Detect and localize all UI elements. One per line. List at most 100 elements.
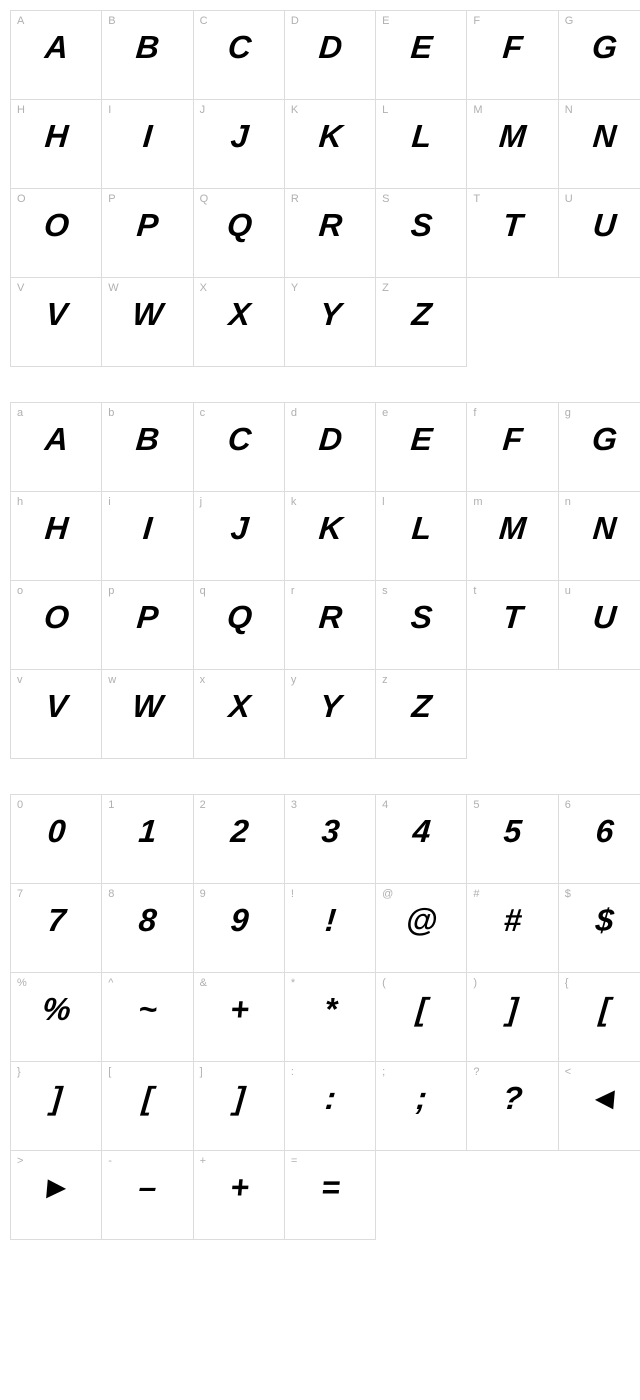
glyph-cell: ;; [376,1062,467,1151]
cell-label: = [291,1155,297,1167]
glyph-cell: nN [559,492,640,581]
glyph-cell: )] [467,973,558,1062]
cell-label: O [17,193,26,205]
cell-glyph: H [9,118,103,155]
glyph-cell [559,278,640,366]
cell-glyph: Z [375,688,469,725]
glyph-cell: 66 [559,795,640,884]
glyph-cell: WW [102,278,193,367]
cell-label: F [473,15,480,27]
cell-label: L [382,104,388,116]
cell-label: V [17,282,24,294]
glyph-cell: BB [102,11,193,100]
cell-label: Q [200,193,209,205]
glyph-cell: RR [285,189,376,278]
cell-glyph: [ [557,991,640,1028]
glyph-cell: DD [285,11,376,100]
cell-glyph: O [9,599,103,636]
cell-label: 2 [200,799,206,811]
cell-glyph: H [9,510,103,547]
cell-glyph: 1 [101,813,195,850]
cell-glyph: ► [9,1169,103,1206]
cell-glyph: 3 [283,813,377,850]
cell-label: 8 [108,888,114,900]
glyph-cell: NN [559,100,640,189]
cell-label: ? [473,1066,479,1078]
cell-label: T [473,193,480,205]
glyph-cell: TT [467,189,558,278]
cell-label: 6 [565,799,571,811]
cell-label: 9 [200,888,206,900]
glyph-cell: iI [102,492,193,581]
glyph-cell: rR [285,581,376,670]
glyph-cell: YY [285,278,376,367]
glyph-cell: fF [467,403,558,492]
glyph-cell: tT [467,581,558,670]
cell-glyph: $ [557,902,640,939]
cell-glyph: B [101,421,195,458]
glyph-cell: }] [11,1062,102,1151]
cell-label: P [108,193,115,205]
cell-label: X [200,282,207,294]
cell-glyph: = [283,1169,377,1206]
cell-glyph: A [9,29,103,66]
glyph-cell: KK [285,100,376,189]
glyph-cell: 22 [194,795,285,884]
glyph-cell: 99 [194,884,285,973]
glyph-cell: CC [194,11,285,100]
cell-label: u [565,585,571,597]
cell-label: < [565,1066,571,1078]
glyph-cell: @@ [376,884,467,973]
glyph-cell: ** [285,973,376,1062]
glyph-cell: ]] [194,1062,285,1151]
cell-glyph: T [466,207,560,244]
cell-label: * [291,977,295,989]
cell-label: - [108,1155,112,1167]
cell-glyph: U [557,599,640,636]
cell-glyph: 7 [9,902,103,939]
cell-glyph: C [192,29,286,66]
glyph-cell: 11 [102,795,193,884]
glyph-cell: == [285,1151,376,1240]
glyph-cell: 00 [11,795,102,884]
cell-label: G [565,15,574,27]
cell-label: + [200,1155,206,1167]
glyph-cell: XX [194,278,285,367]
cell-label: E [382,15,389,27]
cell-glyph: T [466,599,560,636]
glyph-cell: 55 [467,795,558,884]
cell-glyph: E [375,421,469,458]
cell-glyph: 2 [192,813,286,850]
cell-label: 5 [473,799,479,811]
cell-glyph: R [283,599,377,636]
cell-glyph: K [283,118,377,155]
cell-glyph: P [101,599,195,636]
cell-label: ) [473,977,477,989]
cell-glyph: ] [9,1080,103,1117]
cell-glyph: J [192,510,286,547]
glyph-cell: ?? [467,1062,558,1151]
glyph-cell: PP [102,189,193,278]
cell-label: H [17,104,25,116]
cell-glyph: X [192,296,286,333]
glyph-cell: dD [285,403,376,492]
glyph-cell: OO [11,189,102,278]
glyph-cell [376,1151,467,1239]
cell-glyph: A [9,421,103,458]
cell-glyph: W [101,688,195,725]
glyph-cell: xX [194,670,285,759]
cell-label: B [108,15,115,27]
cell-label: > [17,1155,23,1167]
cell-glyph: N [557,510,640,547]
cell-label: w [108,674,116,686]
cell-glyph: R [283,207,377,244]
cell-glyph: 0 [9,813,103,850]
cell-label: ! [291,888,294,900]
cell-label: : [291,1066,294,1078]
glyph-cell: FF [467,11,558,100]
cell-label: 3 [291,799,297,811]
glyph-cell: gG [559,403,640,492]
cell-label: n [565,496,571,508]
cell-label: W [108,282,118,294]
glyph-cell: 77 [11,884,102,973]
